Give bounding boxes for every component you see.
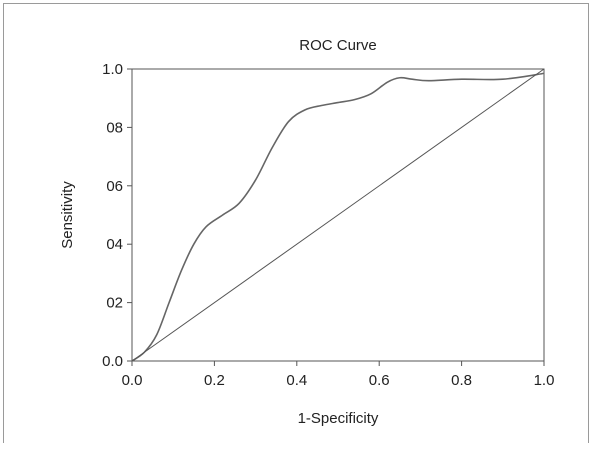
y-tick-label: 04 (106, 236, 123, 253)
roc-curve-line (131, 72, 545, 362)
chart-frame (3, 3, 589, 443)
y-tick-label: 08 (106, 119, 123, 136)
x-tick-label: 1.0 (534, 372, 555, 389)
y-tick-label: 06 (106, 178, 123, 195)
y-tick-label: 02 (106, 295, 123, 312)
x-tick-label: 0.6 (369, 372, 390, 389)
y-tick-label: 1.0 (102, 61, 123, 78)
plot-area (131, 68, 545, 362)
x-tick-label: 0.8 (451, 372, 472, 389)
x-axis-label: 1-Specificity (298, 410, 379, 427)
x-tick-label: 0.0 (122, 372, 143, 389)
y-axis-label: Sensitivity (59, 181, 76, 249)
reference-diagonal-line (131, 68, 545, 362)
chart-title: ROC Curve (299, 37, 377, 54)
y-tick-label: 0.0 (102, 353, 123, 370)
x-tick-label: 0.4 (286, 372, 307, 389)
x-tick-label: 0.2 (204, 372, 225, 389)
